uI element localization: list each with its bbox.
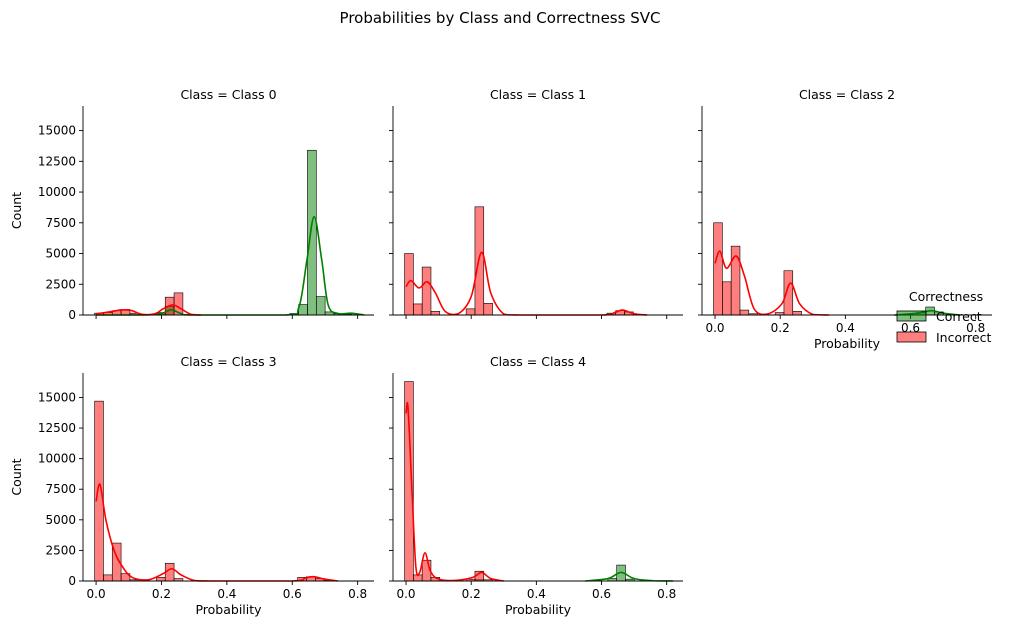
kde-line-incorrect: [405, 401, 504, 582]
y-tick-label: 5000: [45, 247, 76, 261]
bar-incorrect: [404, 253, 414, 316]
panel-title: Class = Class 1: [490, 87, 586, 102]
x-tick-label: 0.6: [901, 321, 920, 335]
bar-incorrect: [783, 270, 794, 316]
bar-incorrect: [156, 577, 166, 582]
x-tick-label: 0.8: [348, 587, 367, 601]
bar-incorrect: [739, 309, 750, 316]
y-tick-label: 10000: [38, 185, 76, 199]
kde-line-incorrect: [95, 483, 339, 582]
x-tick-label: 0.6: [592, 587, 611, 601]
x-axis-label: Probability: [505, 602, 572, 617]
y-tick-label: 12500: [38, 421, 76, 435]
legend: Correctness Correct Incorrect: [896, 289, 991, 345]
legend-title: Correctness: [909, 289, 983, 304]
y-tick-label: 10000: [38, 452, 76, 466]
y-tick-label: 2500: [45, 277, 76, 291]
panel-title: Class = Class 0: [180, 87, 276, 102]
x-tick-label: 0.2: [152, 587, 171, 601]
bar-correct: [315, 296, 326, 316]
x-tick-label: 0.6: [283, 587, 302, 601]
legend-label-correct: Correct: [936, 309, 982, 324]
legend-label-incorrect: Incorrect: [936, 330, 991, 345]
x-tick-label: 0.8: [966, 321, 985, 335]
legend-swatch-incorrect: [896, 331, 927, 343]
bar-correct: [307, 149, 317, 316]
x-axis-label: Probability: [814, 336, 881, 351]
bar-incorrect: [465, 308, 476, 316]
bar-incorrect: [713, 222, 723, 316]
x-tick-label: 0.0: [87, 587, 106, 601]
bar-incorrect: [413, 303, 423, 316]
x-tick-label: 0.4: [836, 321, 855, 335]
figure-title: Probabilities by Class and Correctness S…: [340, 9, 661, 27]
y-tick-label: 15000: [38, 390, 76, 404]
x-tick-label: 0.4: [217, 587, 236, 601]
bar-incorrect: [421, 266, 432, 316]
y-tick-label: 0: [68, 308, 76, 322]
y-tick-label: 7500: [45, 216, 76, 230]
kde-line-incorrect: [714, 250, 830, 316]
y-tick-label: 2500: [45, 543, 76, 557]
y-tick-label: 5000: [45, 513, 76, 527]
bar-incorrect: [103, 574, 113, 582]
panel-3: Class = Class 3 0 2500 5000 7500 10000 12500 15…: [9, 354, 374, 617]
panel-title: Class = Class 2: [799, 87, 895, 102]
x-tick-label: 0.0: [396, 587, 415, 601]
facet-grid: Class = Class 0 0 2500 5000 7500 10000 12500 15…: [9, 87, 992, 617]
y-tick-label: 15000: [38, 124, 76, 138]
panel-1: Class = Class 1: [389, 87, 683, 319]
panel-title: Class = Class 4: [490, 354, 586, 369]
y-tick-label: 7500: [45, 482, 76, 496]
panel-4: Class = Class 4 0.0 0.2 0.4 0.6 0.8 Probabilit…: [389, 354, 683, 617]
bar-incorrect: [722, 281, 732, 316]
kde-line-incorrect: [95, 304, 201, 316]
y-axis-label: Count: [9, 458, 24, 495]
kde-line-incorrect: [405, 251, 648, 316]
y-tick-label: 12500: [38, 154, 76, 168]
legend-swatch-correct: [896, 310, 927, 322]
y-axis-label: Count: [9, 192, 24, 229]
x-tick-label: 0.8: [657, 587, 676, 601]
panel-title: Class = Class 3: [180, 354, 276, 369]
x-tick-label: 0.0: [705, 321, 724, 335]
x-tick-label: 0.2: [462, 587, 481, 601]
panel-0: Class = Class 0 0 2500 5000 7500 10000 12500 15…: [9, 87, 374, 322]
bar-incorrect: [430, 311, 441, 316]
kde-line-correct: [96, 215, 365, 316]
x-tick-label: 0.2: [771, 321, 790, 335]
bar-incorrect: [483, 303, 493, 316]
bar-incorrect: [792, 311, 802, 316]
x-axis-label: Probability: [195, 602, 262, 617]
y-tick-label: 0: [68, 574, 76, 588]
x-tick-label: 0.4: [527, 587, 546, 601]
